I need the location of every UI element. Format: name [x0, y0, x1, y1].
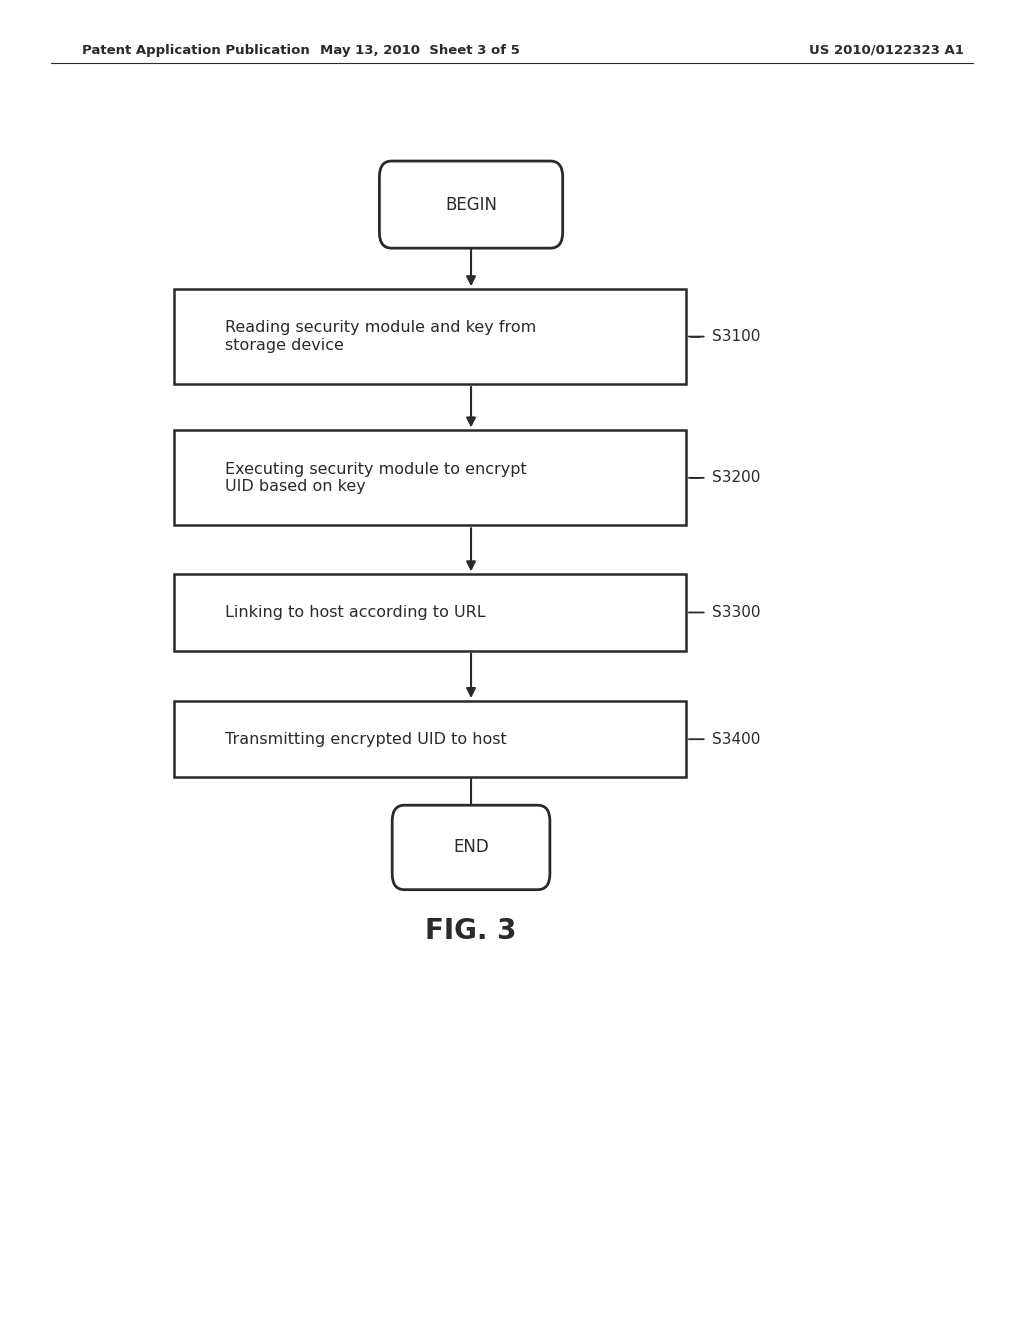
Text: —: —	[689, 473, 700, 483]
Text: S3100: S3100	[712, 329, 760, 345]
Text: Executing security module to encrypt
UID based on key: Executing security module to encrypt UID…	[225, 462, 527, 494]
Text: END: END	[454, 838, 488, 857]
Text: Patent Application Publication: Patent Application Publication	[82, 44, 309, 57]
Bar	[174, 430, 686, 525]
Text: May 13, 2010  Sheet 3 of 5: May 13, 2010 Sheet 3 of 5	[319, 44, 520, 57]
FancyBboxPatch shape	[379, 161, 563, 248]
Text: —: —	[689, 331, 700, 342]
Text: Transmitting encrypted UID to host: Transmitting encrypted UID to host	[225, 731, 507, 747]
Text: S3400: S3400	[712, 731, 760, 747]
Bar	[174, 701, 686, 777]
Text: S3200: S3200	[712, 470, 760, 486]
FancyBboxPatch shape	[392, 805, 550, 890]
Bar	[174, 289, 686, 384]
Text: Linking to host according to URL: Linking to host according to URL	[225, 605, 486, 620]
Text: FIG. 3: FIG. 3	[425, 916, 517, 945]
Text: BEGIN: BEGIN	[445, 195, 497, 214]
Text: Reading security module and key from
storage device: Reading security module and key from sto…	[225, 321, 537, 352]
Text: US 2010/0122323 A1: US 2010/0122323 A1	[809, 44, 964, 57]
Text: S3300: S3300	[712, 605, 760, 620]
Bar	[174, 574, 686, 651]
Text: —: —	[689, 734, 700, 744]
Text: —: —	[689, 607, 700, 618]
